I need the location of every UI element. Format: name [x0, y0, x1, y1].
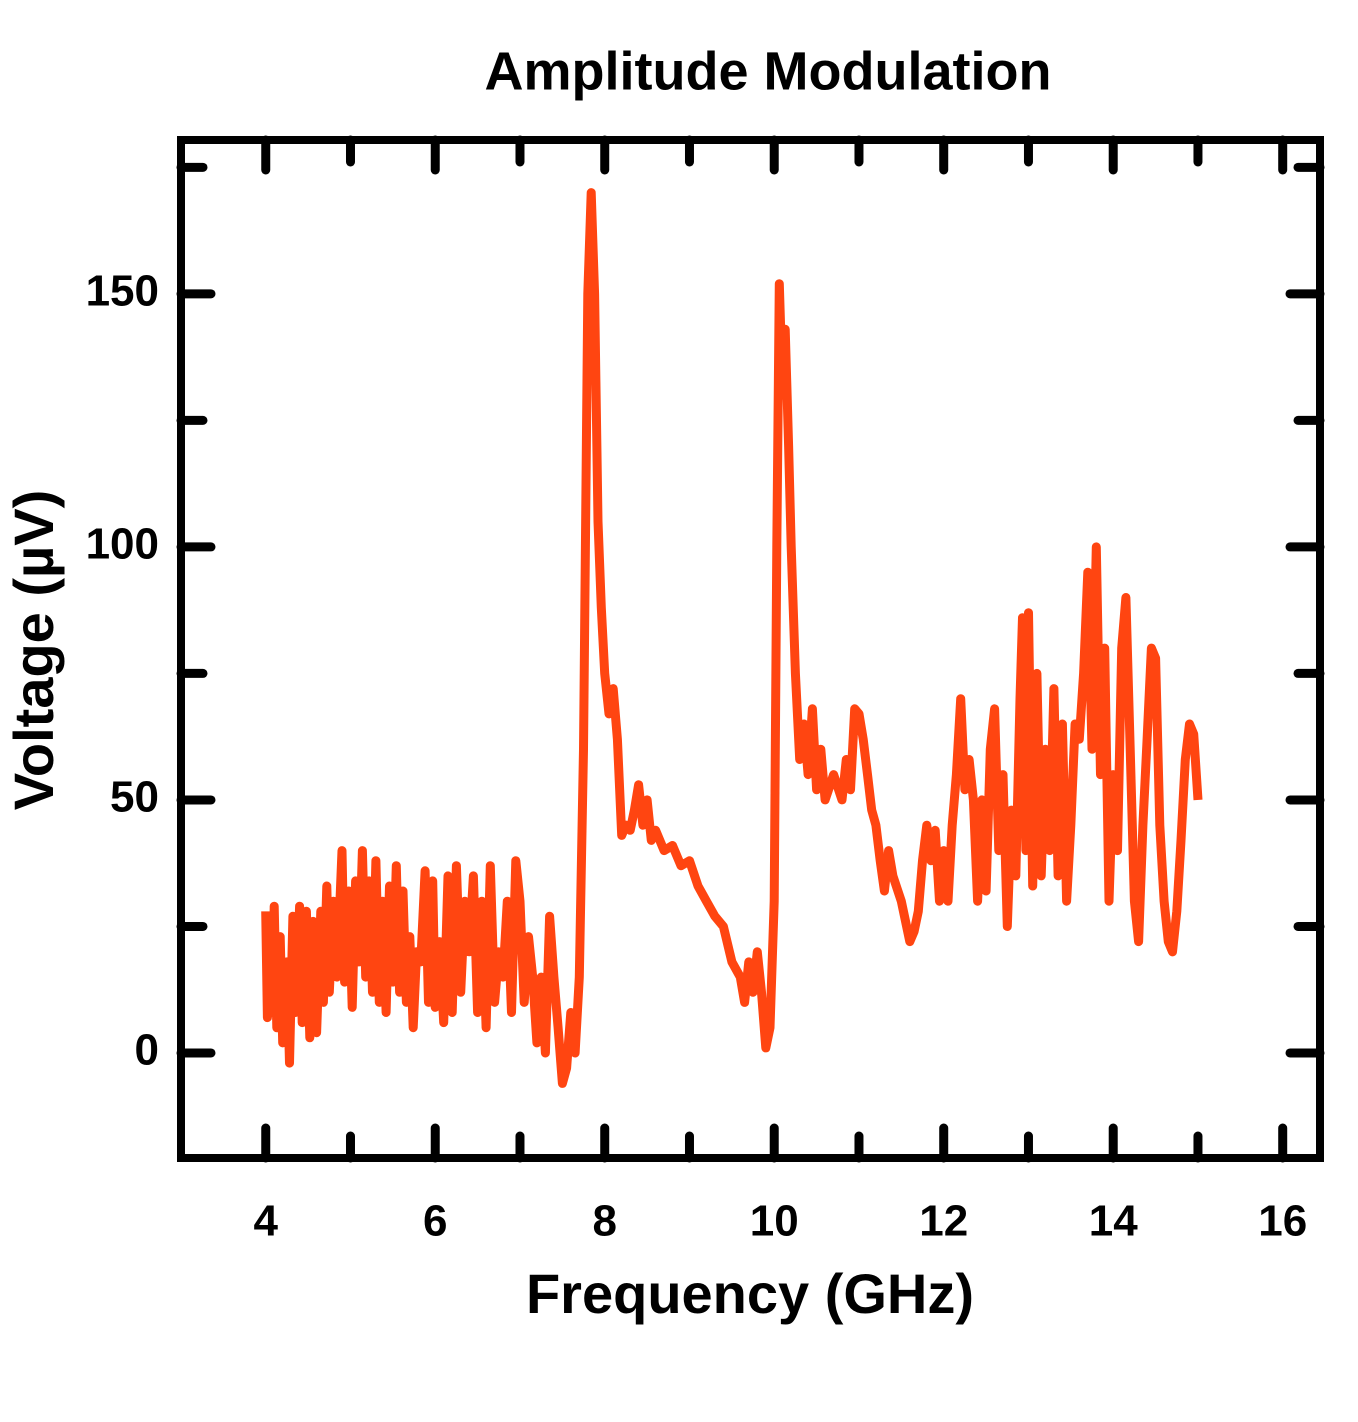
- x-tick-label: 10: [750, 1197, 799, 1246]
- plot-frame: [177, 136, 1324, 1162]
- x-tick-label: 4: [254, 1197, 279, 1246]
- y-tick-label: 0: [135, 1026, 159, 1075]
- data-line: [261, 188, 1203, 1088]
- y-tick-label: 50: [110, 773, 159, 822]
- x-tick-label: 6: [423, 1197, 447, 1246]
- y-axis-label: Voltage (µV): [2, 490, 65, 811]
- x-tick-label: 16: [1258, 1197, 1307, 1246]
- x-axis-label: Frequency (GHz): [526, 1262, 974, 1325]
- chart-title: Amplitude Modulation: [485, 41, 1052, 101]
- x-tick-label: 8: [592, 1197, 616, 1246]
- y-tick-label: 150: [86, 266, 159, 315]
- y-tick-label: 100: [86, 520, 159, 569]
- x-tick-label: 12: [919, 1197, 968, 1246]
- x-tick-label: 14: [1089, 1197, 1138, 1246]
